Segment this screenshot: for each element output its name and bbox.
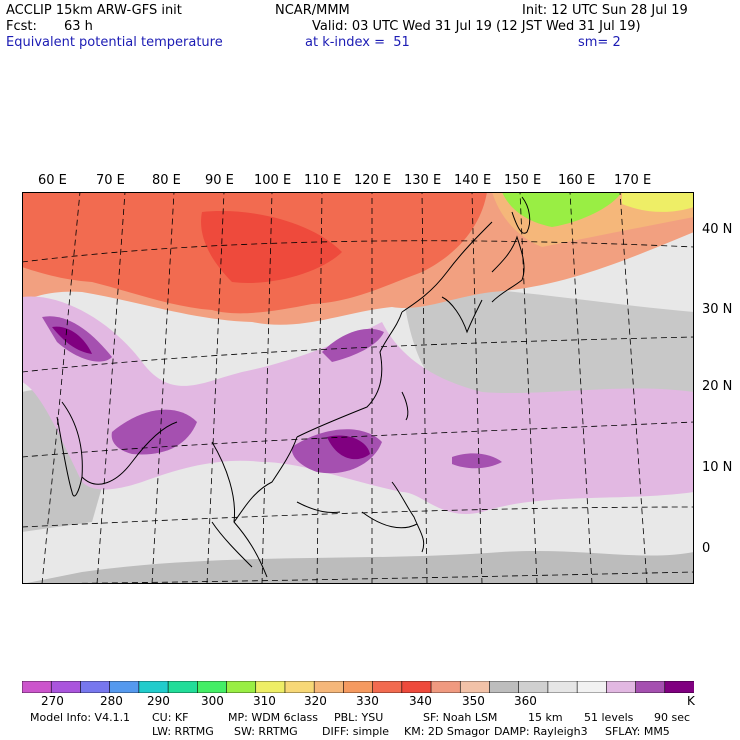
colorbar-swatch (80, 681, 111, 693)
colorbar-label: 290 (147, 694, 170, 708)
footer-item: 51 levels (584, 711, 634, 724)
longitude-label: 160 E (558, 173, 596, 188)
graticule (22, 192, 694, 584)
longitude-label: 120 E (354, 173, 392, 188)
colorbar-swatch (343, 681, 374, 693)
footer-item: SFLAY: MM5 (605, 725, 670, 738)
footer-item: LW: RRTMG (152, 725, 214, 738)
colorbar-label: 310 (253, 694, 276, 708)
field-name: Equivalent potential temperature (6, 35, 223, 50)
longitude-label: 70 E (96, 173, 125, 188)
colorbar (22, 681, 694, 693)
forecast-hour: 63 h (64, 19, 93, 34)
footer-item: DIFF: simple (322, 725, 390, 738)
colorbar-swatch (197, 681, 228, 693)
longitude-label: 100 E (254, 173, 292, 188)
deep-purple-typhoon (327, 435, 370, 460)
coastlines (56, 196, 531, 578)
deep-purple-pakistan (52, 326, 92, 354)
purple-blob-bay-of-bengal (111, 409, 197, 455)
footer-item: PBL: YSU (334, 711, 384, 724)
latitude-label: 0 (702, 541, 711, 556)
level-index: at k-index = 51 (305, 35, 410, 50)
forecast-label: Fcst: (6, 19, 37, 34)
gray-band-pacific (402, 286, 694, 407)
latitude-label: 20 N (702, 379, 733, 394)
colorbar-swatch (576, 681, 607, 693)
smoothing: sm= 2 (578, 35, 621, 50)
latitude-label: 10 N (702, 460, 733, 475)
yellow-region (622, 192, 694, 212)
purple-blob-pacific (452, 453, 502, 469)
footer-item: 90 sec (654, 711, 691, 724)
colorbar-swatch (50, 681, 82, 693)
longitude-label: 90 E (205, 173, 234, 188)
colorbar-swatch (226, 681, 257, 693)
colorbar-swatch (547, 681, 578, 693)
colorbar-swatch (459, 681, 491, 693)
colorbar-swatch (635, 681, 666, 693)
longitude-label: 110 E (304, 173, 342, 188)
latitude-label: 30 N (702, 302, 733, 317)
footer-item: KM: 2D Smagor (404, 725, 490, 738)
longitude-label: 60 E (38, 173, 67, 188)
colorbar-swatch (489, 681, 520, 693)
purple-band-china (322, 328, 384, 362)
footer-item: DAMP: Rayleigh3 (494, 725, 588, 738)
theta-e-map (22, 192, 694, 584)
colorbar-label: 280 (100, 694, 123, 708)
colorbar-swatch (284, 681, 315, 693)
longitude-label: 170 E (614, 173, 652, 188)
colorbar-swatch (22, 681, 52, 693)
colorbar-swatch (313, 681, 344, 693)
footer-item: CU: KF (152, 711, 189, 724)
latitude-label: 40 N (702, 222, 733, 237)
colorbar-swatch (372, 681, 403, 693)
model-title: ACCLIP 15km ARW-GFS init (6, 3, 182, 18)
deep-red-region (201, 211, 342, 283)
footer-item: MP: WDM 6class (228, 711, 318, 724)
colorbar-label: 360 (514, 694, 537, 708)
init-time: Init: 12 UTC Sun 28 Jul 19 (522, 3, 688, 18)
longitude-label: 80 E (152, 173, 181, 188)
colorbar-label: 330 (356, 694, 379, 708)
colorbar-swatch (430, 681, 461, 693)
footer-item: 15 km (528, 711, 563, 724)
colorbar-swatch (167, 681, 198, 693)
map-frame (22, 192, 694, 584)
colorbar-label: 300 (201, 694, 224, 708)
footer-item: Model Info: V4.1.1 (30, 711, 131, 724)
colorbar-swatch (255, 681, 286, 693)
light-purple-region (22, 296, 694, 515)
valid-time: Valid: 03 UTC Wed 31 Jul 19 (12 JST Wed … (312, 19, 641, 34)
footer-item: SF: Noah LSM (423, 711, 498, 724)
footer-item: SW: RRTMG (234, 725, 298, 738)
longitude-label: 150 E (504, 173, 542, 188)
colorbar-swatch (109, 681, 140, 693)
colorbar-swatch (664, 681, 694, 693)
colorbar-label: K (687, 694, 695, 708)
colorbar-label: 270 (41, 694, 64, 708)
longitude-label: 130 E (404, 173, 442, 188)
colorbar-label: 340 (409, 694, 432, 708)
colorbar-swatch (518, 681, 549, 693)
colorbar-label: 350 (462, 694, 485, 708)
green-region (502, 192, 622, 227)
colorbar-swatch (401, 681, 432, 693)
longitude-label: 140 E (454, 173, 492, 188)
colorbar-swatch (138, 681, 169, 693)
colorbar-label: 320 (304, 694, 327, 708)
org-label: NCAR/MMM (275, 3, 350, 18)
colorbar-swatch (606, 681, 637, 693)
